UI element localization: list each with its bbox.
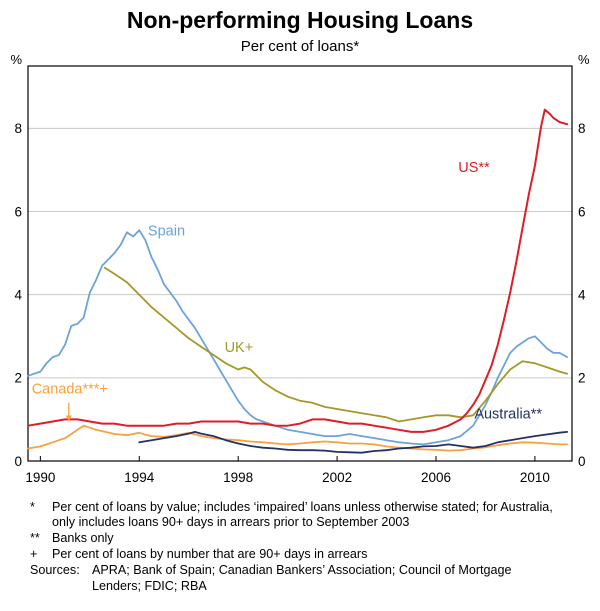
y-axis-label-right: 8 [578,121,586,136]
y-axis-unit-right: % [578,55,590,67]
footnote-text: Per cent of loans by value; includes ‘im… [52,499,553,530]
x-axis-label: 1994 [124,470,155,485]
australia-line [138,430,568,454]
canada-label: Canada***+ [32,381,108,397]
footnote-text: Per cent of loans by number that are 90+… [52,547,368,562]
y-axis-label-right: 4 [578,287,586,302]
canada-line [27,424,568,452]
footnote-text: Banks only [52,531,114,546]
plot-border [27,64,573,462]
uk-label: UK+ [225,340,254,356]
x-axis-label: 2010 [520,470,550,485]
spain-label: Spain [148,223,185,239]
x-axis-label: 2002 [322,470,352,485]
y-axis-label-left: 4 [14,287,22,302]
x-axis-label: 1998 [223,470,253,485]
sources-row: Sources: APRA; Bank of Spain; Canadian B… [30,563,582,595]
y-axis-label-right: 6 [578,204,586,219]
y-axis-unit-left: % [10,55,22,67]
us-line [27,108,569,433]
y-axis-label-left: 8 [14,121,22,136]
chart-header: Non-performing Housing Loans Per cent of… [0,7,600,55]
sources-label: Sources: [30,563,80,578]
footnote-row: * Per cent of loans by value; includes ‘… [30,500,582,532]
spain-line [27,228,568,445]
footnote-marker: * [30,499,35,514]
page-title: Non-performing Housing Loans [126,7,474,33]
footnotes: * Per cent of loans by value; includes ‘… [0,496,600,595]
y-axis-label-left: 6 [14,204,22,219]
footnote-marker: + [30,547,38,562]
y-axis-label-right: 2 [578,370,586,385]
sources-text: APRA; Bank of Spain; Canadian Bankers’ A… [92,563,512,593]
y-axis-label-left: 2 [14,370,22,385]
australia-label: Australia** [474,406,542,422]
footnote-row: ** Banks only [30,531,582,547]
footnote-row: + Per cent of loans by number that are 9… [30,547,582,563]
y-axis-label-left: 0 [14,453,22,468]
uk-line [103,266,568,422]
us-label: US** [458,160,490,176]
y-axis-label-right: 0 [578,453,586,468]
canada-label-arrowhead [65,415,72,422]
footnote-marker: ** [30,531,40,546]
nonperforming-housing-loans-chart: 0 0 2 2 4 4 6 6 8 8% % 1990 1994 1998 2002 2006 2010 Spai… [10,52,590,485]
x-axis-label: 1990 [25,470,55,485]
page-subtitle: Per cent of loans* [240,37,360,55]
x-axis-label: 2006 [421,470,451,485]
